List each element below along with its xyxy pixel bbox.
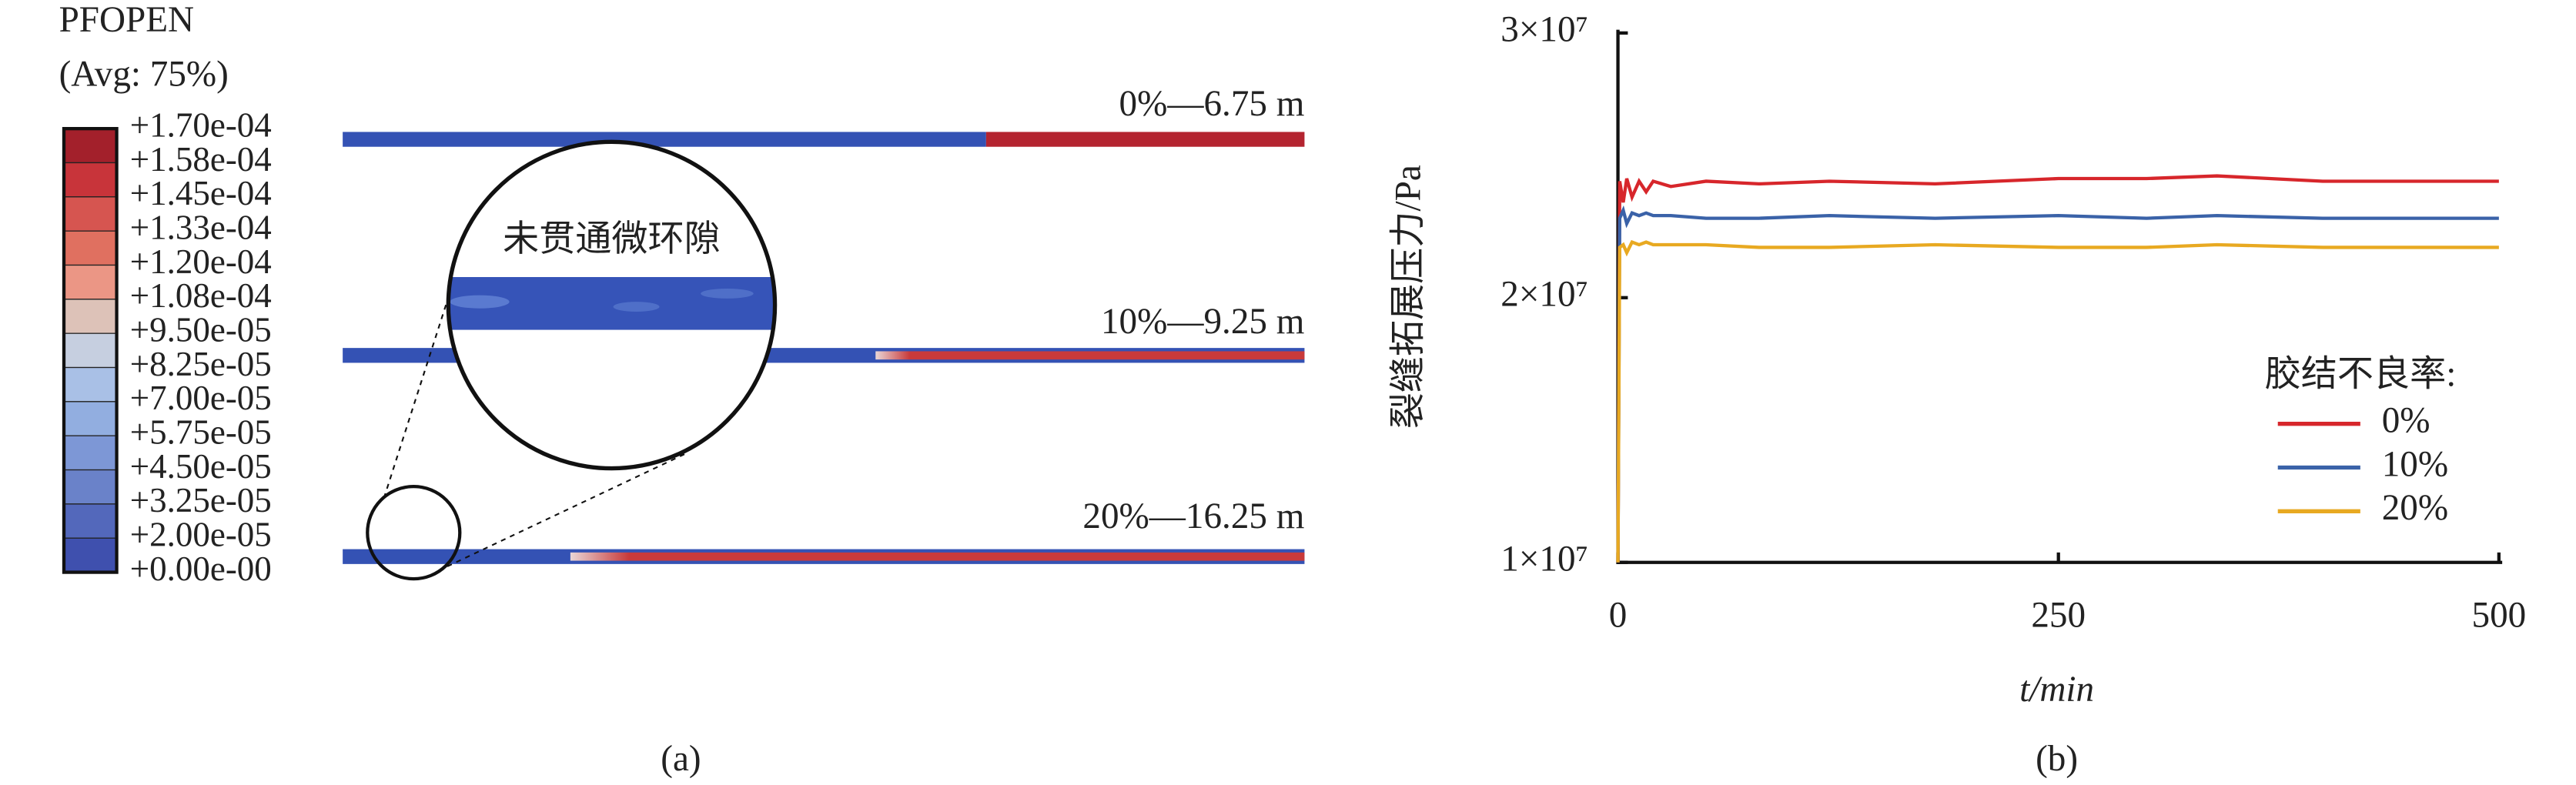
zoom-spot xyxy=(701,289,754,299)
zoom-connector xyxy=(437,453,687,572)
colorbar-band xyxy=(63,469,118,505)
zoom-spot xyxy=(450,295,510,309)
legend-subtitle: (Avg: 75%) xyxy=(59,55,229,95)
strip-label: 10%—9.25 m xyxy=(1101,302,1304,342)
zoom-label: 未贯通微环隙 xyxy=(503,219,721,259)
colorbar-band xyxy=(63,366,118,403)
colorbar-label: +1.70e-04 xyxy=(130,105,272,144)
panel-a: PFOPEN (Avg: 75%) +1.70e-04+1.58e-04+1.4… xyxy=(59,0,1305,779)
x-axis-label: t/min xyxy=(2019,670,2094,710)
colorbar-label: +1.45e-04 xyxy=(130,174,272,212)
colorbar-band xyxy=(63,196,118,232)
colorbar-label: +4.50e-05 xyxy=(130,447,272,486)
legend-title: PFOPEN xyxy=(59,0,194,40)
legend-label: 10% xyxy=(2382,444,2448,484)
colorbar-label: +7.00e-05 xyxy=(130,379,272,417)
y-axis-label: 裂缝拓展压力/Pa xyxy=(1389,165,1429,429)
colorbar-label: +1.08e-04 xyxy=(130,276,272,315)
legend-label: 20% xyxy=(2382,488,2448,528)
series-line xyxy=(1616,174,2499,563)
colorbar-band xyxy=(63,128,118,164)
colorbar-label: +2.00e-05 xyxy=(130,516,272,554)
colorbar-band xyxy=(63,230,118,266)
colorbar-band xyxy=(63,162,118,198)
colorbar-label: +3.25e-05 xyxy=(130,481,272,519)
colorbar-label: +5.75e-05 xyxy=(130,413,272,452)
zoom-source xyxy=(366,485,462,581)
colorbar-band xyxy=(63,503,118,539)
colorbar-band xyxy=(63,332,118,369)
y-tick-label: 1×10⁷ xyxy=(1500,539,1588,580)
strip-blue xyxy=(343,132,986,147)
y-tick-label: 3×10⁷ xyxy=(1500,10,1588,50)
strip-label: 20%—16.25 m xyxy=(1082,496,1304,536)
strip-crack xyxy=(875,351,1305,360)
panel-b: t/min 裂缝拓展压力/Pa (b) 胶结不良率: 1×10⁷ 2×10⁷ 3×1… xyxy=(1389,10,2527,779)
zoom-spot xyxy=(613,302,660,312)
colorbar-band xyxy=(63,264,118,300)
y-tick-label: 2×10⁷ xyxy=(1500,275,1588,315)
zoom-content xyxy=(450,277,774,330)
series-line xyxy=(1616,239,2499,563)
series-line xyxy=(1616,205,2499,563)
strip-crack xyxy=(570,552,1305,561)
legend-label: 0% xyxy=(2382,401,2430,441)
colorbar-frame xyxy=(62,126,119,574)
caption: (b) xyxy=(2036,739,2078,779)
zoom-circle xyxy=(446,139,778,471)
colorbar-band xyxy=(63,435,118,471)
colorbar-band xyxy=(63,299,118,334)
x-tick-label: 500 xyxy=(2472,595,2527,635)
colorbar-band xyxy=(63,401,118,436)
colorbar-label: +1.33e-04 xyxy=(130,208,272,246)
strip-label: 0%—6.75 m xyxy=(1119,84,1305,124)
colorbar-label: +1.20e-04 xyxy=(130,242,272,281)
x-tick-label: 0 xyxy=(1609,595,1628,635)
legend-title: 胶结不良率: xyxy=(2265,355,2457,395)
colorbar-label: +0.00e-00 xyxy=(130,550,272,588)
strip-red xyxy=(985,132,1305,147)
colorbar: +1.70e-04+1.58e-04+1.45e-04+1.33e-04+1.2… xyxy=(62,105,272,588)
caption: (a) xyxy=(661,739,701,779)
colorbar-label: +1.58e-04 xyxy=(130,140,272,179)
colorbar-label: +8.25e-05 xyxy=(130,345,272,383)
colorbar-band xyxy=(63,537,118,573)
colorbar-label: +9.50e-05 xyxy=(130,311,272,349)
x-tick-label: 250 xyxy=(2031,595,2086,635)
zoom-connector xyxy=(383,276,456,499)
